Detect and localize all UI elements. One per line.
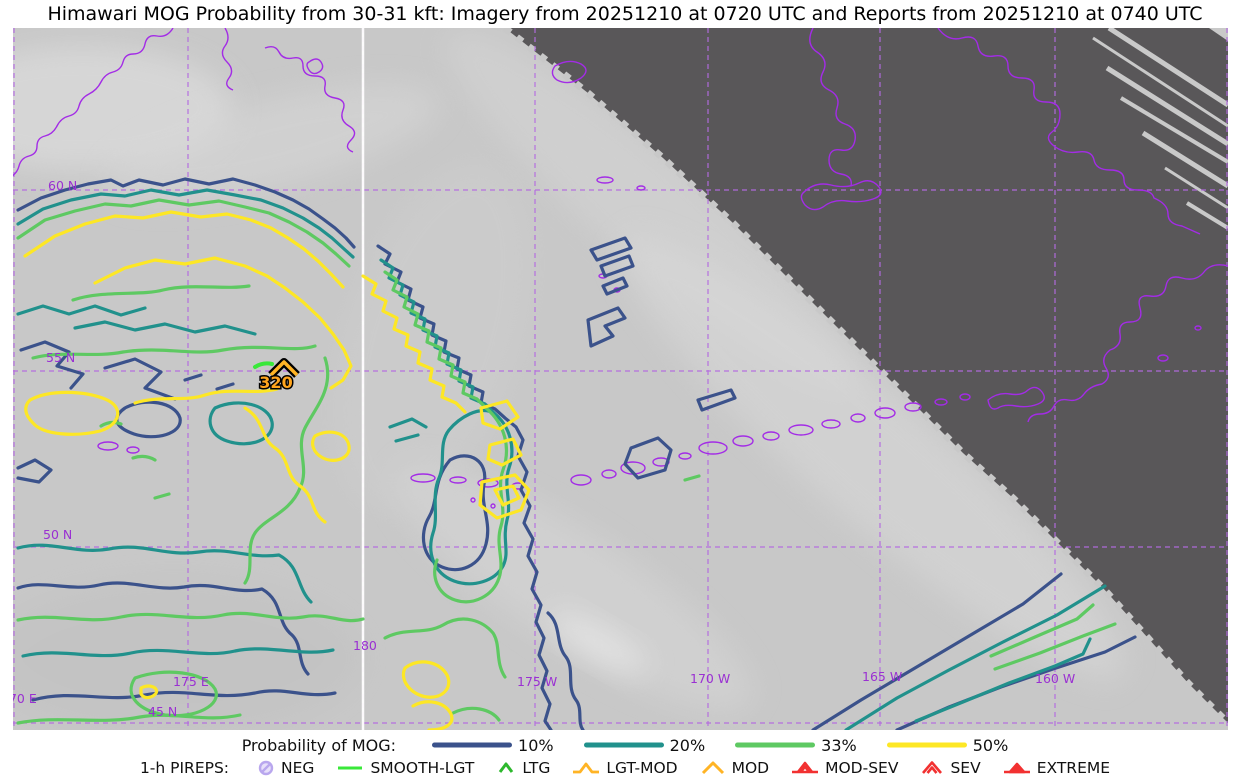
legend-item-sev: SEV	[920, 759, 981, 777]
pirep-map-report: 320	[253, 358, 300, 394]
legend-item-extreme: EXTREME	[1003, 759, 1110, 777]
lon-label-175e: 175 E	[173, 674, 209, 689]
lon-label-180: 180	[353, 638, 377, 653]
coastline-kodiak-cluster	[987, 386, 1045, 410]
legend-item-mog-33: 33%	[735, 736, 857, 755]
lat-label-45n: 45 N	[148, 704, 178, 719]
map-canvas: 320	[13, 28, 1228, 730]
contours-33pct	[16, 198, 1117, 725]
legend-item-mog-10: 10%	[432, 736, 554, 755]
lon-label-175w: 175 W	[517, 674, 558, 689]
mog-50-line-icon	[886, 742, 967, 748]
coastline-alaska-peninsula	[1027, 383, 1103, 423]
lgt-mod-label: LGT-MOD	[606, 759, 678, 777]
legend-item-lgt-mod: LGT-MOD	[572, 759, 678, 777]
legend-item-mog-50: 50%	[886, 735, 1009, 755]
off-disk-fill	[505, 28, 1228, 723]
legend-item-neg: NEG	[257, 759, 314, 777]
sev-icon	[922, 761, 943, 774]
contours-50pct	[23, 210, 531, 730]
coastline-seward-island	[800, 180, 882, 211]
cloud-texture	[13, 31, 1126, 730]
legend-item-ltg: LTG	[496, 759, 550, 777]
mod-icon	[701, 761, 724, 775]
page-title: Himawari MOG Probability from 30-31 kft:…	[47, 3, 1203, 25]
mog-20-line-icon	[583, 742, 664, 748]
ltg-label: LTG	[522, 759, 551, 777]
coastline-karaginsky	[264, 45, 356, 153]
lat-label-60n: 60 N	[48, 178, 78, 193]
legend: Probability of MOG: 10% 20% 33%	[0, 730, 1250, 782]
mog-33-line-icon	[735, 742, 816, 748]
off-disk-region	[502, 28, 1228, 726]
mod-sev-icon	[792, 761, 819, 774]
neg-icon	[258, 760, 274, 776]
pirep-flight-level: 320	[259, 373, 292, 392]
mod-label: MOD	[731, 759, 770, 777]
mog-33-label: 33%	[821, 735, 857, 755]
coastline-chukotka-west	[809, 28, 856, 187]
mod-sev-label: MOD-SEV	[825, 759, 899, 777]
satellite-map: 320 60 N 55 N 50 N 45 N 170 E 175 E 180 …	[13, 28, 1228, 730]
legend-item-mod-sev: MOD-SEV	[791, 759, 898, 777]
lon-label-165w: 165 W	[862, 669, 903, 684]
lat-label-55n: 55 N	[46, 350, 76, 365]
coastline-chukotka-main	[937, 28, 1201, 235]
scanline-hatching	[1092, 28, 1228, 230]
legend-item-mod: MOD	[700, 759, 770, 777]
lon-label-170e: 170 E	[13, 691, 37, 706]
limb-sawtooth-edge	[502, 28, 1228, 726]
pirep-smooth-lgt-mark	[253, 361, 274, 369]
lon-label-160w: 160 W	[1035, 671, 1076, 686]
coastline-chukotka-island	[551, 60, 587, 84]
extreme-icon	[1003, 762, 1030, 774]
neg-label: NEG	[281, 759, 315, 777]
sev-label: SEV	[950, 759, 981, 777]
smooth-lgt-icon	[338, 766, 363, 770]
ltg-icon	[499, 762, 514, 773]
legend-row-pireps: 1-h PIREPS: NEG SMOOTH-LGT	[0, 757, 1250, 779]
legend-item-smooth-lgt: SMOOTH-LGT	[336, 759, 474, 777]
mog-50-label: 50%	[972, 735, 1009, 755]
legend-row-mog: Probability of MOG: 10% 20% 33%	[0, 734, 1250, 756]
coastline-alaska-west	[1101, 264, 1228, 385]
extreme-label: EXTREME	[1036, 759, 1111, 777]
lon-label-170w: 170 W	[690, 671, 731, 686]
pirep-mod-icon	[269, 360, 299, 377]
lat-label-50n: 50 N	[43, 527, 73, 542]
contours-10pct	[16, 177, 1137, 730]
lgt-mod-icon	[573, 762, 600, 774]
legend-item-mog-20: 20%	[583, 735, 706, 755]
smooth-lgt-label: SMOOTH-LGT	[370, 759, 475, 777]
coastline-kamchatka	[13, 28, 174, 177]
coastline-island-small	[306, 58, 324, 75]
mog-20-label: 20%	[669, 735, 706, 755]
coastline-kamchatka-bays	[221, 28, 234, 91]
mog-10-label: 10%	[518, 735, 554, 755]
mog-legend-title: Probability of MOG:	[241, 735, 397, 755]
contours-20pct	[16, 188, 1107, 730]
mog-10-line-icon	[432, 742, 513, 748]
coastlines	[13, 28, 1228, 509]
pireps-legend-title: 1-h PIREPS:	[139, 759, 230, 777]
